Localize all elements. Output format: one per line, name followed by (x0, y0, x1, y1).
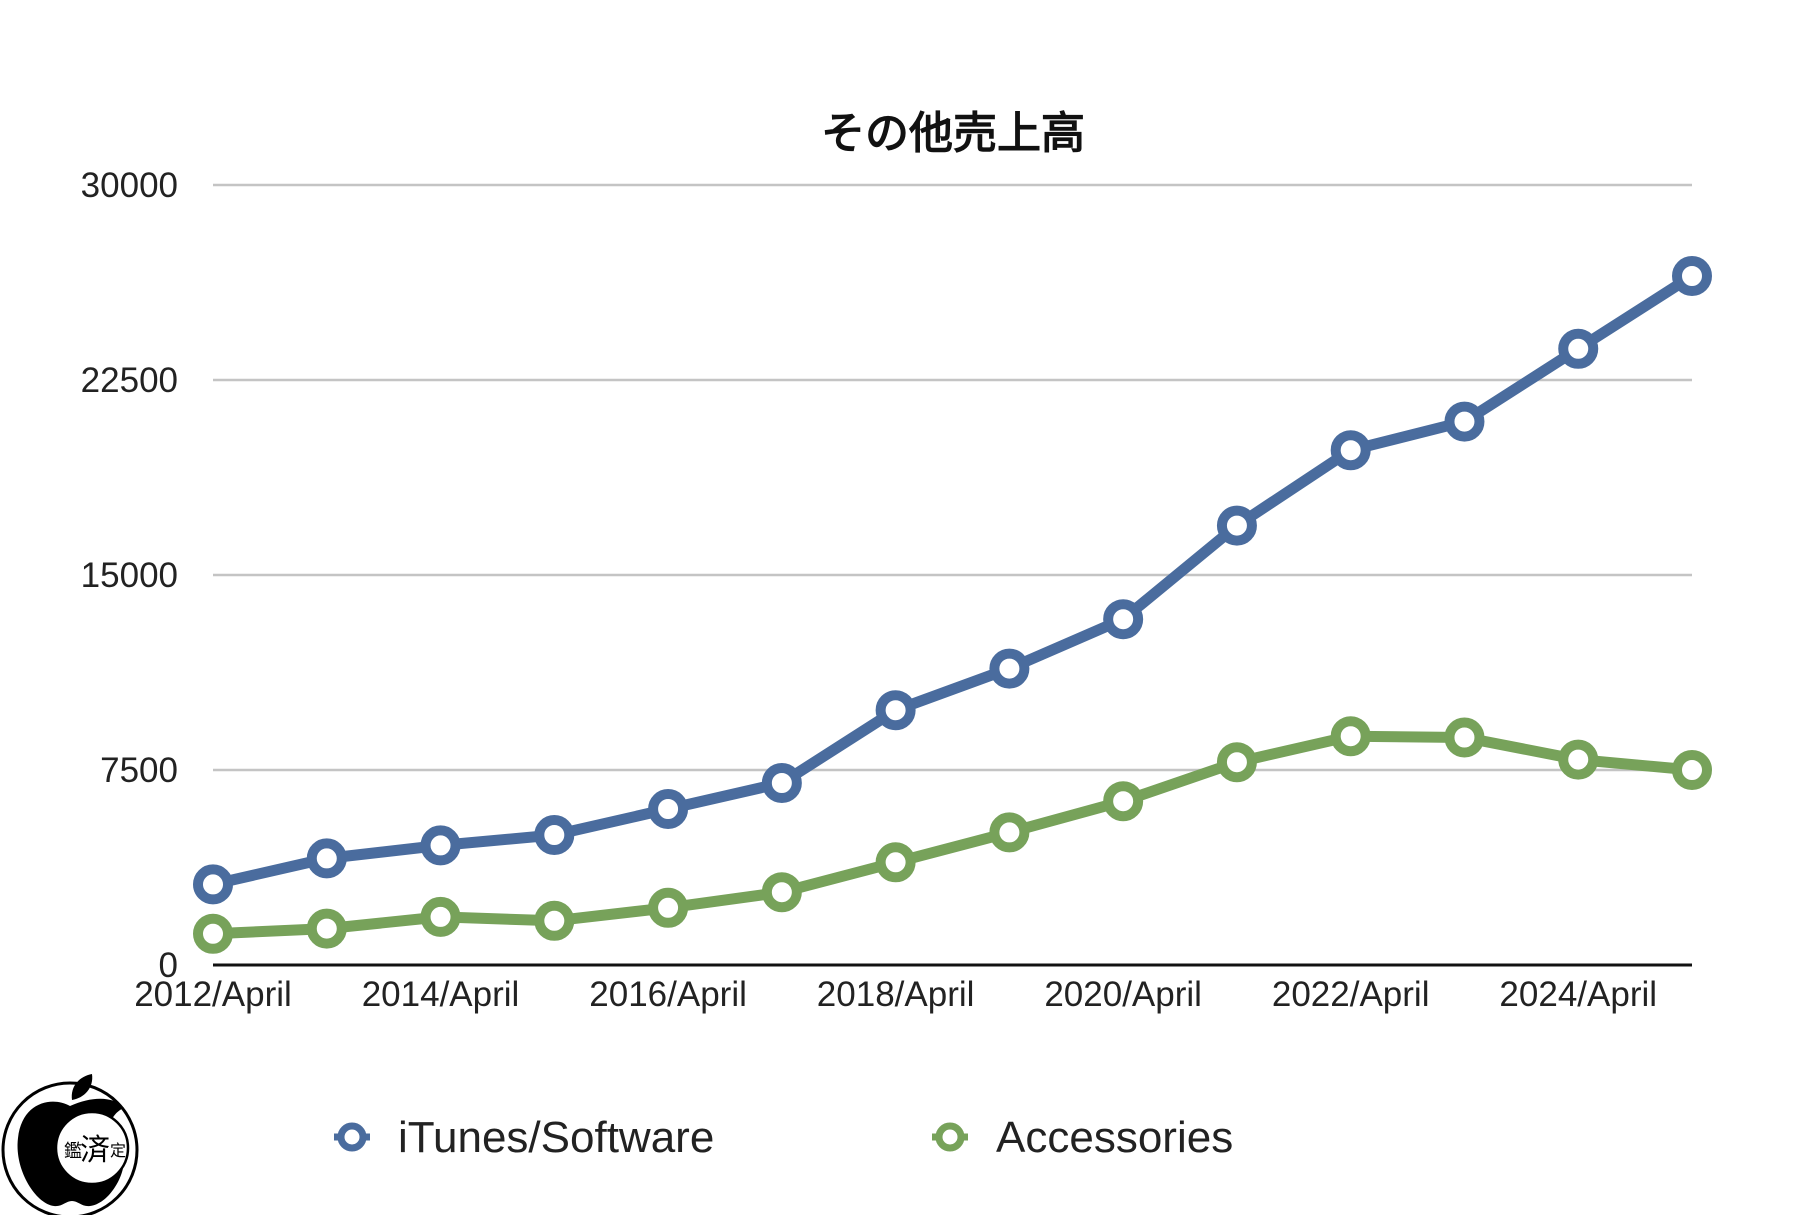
data-point (1216, 742, 1257, 783)
data-point (193, 913, 233, 954)
data-point (1444, 401, 1485, 442)
data-point (989, 648, 1030, 689)
y-axis-ticks: 0 7500 15000 22500 30000 (81, 166, 178, 985)
data-point (193, 864, 233, 905)
legend-label-itunes-software: iTunes/Software (398, 1113, 714, 1162)
x-tick-label: 2012/April (134, 975, 292, 1014)
data-point (534, 815, 575, 855)
x-tick-label: 2020/April (1044, 975, 1202, 1014)
x-tick-label: 2024/April (1499, 975, 1657, 1014)
stamp-char-3: 定 (110, 1141, 126, 1160)
data-point (1216, 505, 1257, 546)
data-point (761, 763, 802, 803)
legend-marker-accessories (935, 1122, 965, 1152)
data-point (1672, 750, 1712, 790)
stamp-char-1: 鑑 (64, 1141, 82, 1162)
data-point (875, 690, 916, 731)
x-tick-label: 2022/April (1272, 975, 1430, 1014)
legend-marker-itunes-software (337, 1122, 367, 1152)
x-tick-label: 2016/April (589, 975, 747, 1014)
data-point (1330, 716, 1371, 757)
series-accessories (193, 716, 1712, 954)
data-point (1103, 781, 1144, 822)
y-tick-label: 15000 (81, 556, 178, 595)
data-point (306, 908, 347, 949)
x-tick-label: 2014/April (362, 975, 520, 1014)
data-point (989, 812, 1030, 853)
data-point (648, 789, 689, 829)
y-tick-label: 22500 (81, 361, 178, 400)
data-point (420, 896, 461, 937)
legend-label-accessories: Accessories (996, 1113, 1233, 1162)
y-tick-label: 0 (159, 946, 178, 985)
data-point (306, 838, 347, 879)
gridlines (213, 183, 1692, 772)
apple-logo-icon: 鑑 済 定 (1, 1074, 139, 1215)
series-group (193, 256, 1712, 954)
data-point (1103, 599, 1144, 640)
y-tick-label: 30000 (81, 166, 178, 205)
y-tick-label: 7500 (100, 751, 178, 790)
legend-item-itunes-software: iTunes/Software (334, 1113, 714, 1162)
legend: iTunes/Software Accessories (334, 1113, 1233, 1162)
data-point (534, 900, 575, 941)
chart-title: その他売上高 (821, 108, 1085, 159)
legend-item-accessories: Accessories (932, 1113, 1233, 1162)
series-line (207, 270, 1698, 890)
data-point (1330, 430, 1371, 471)
data-point (420, 825, 461, 866)
x-axis-ticks: 2012/April 2014/April 2016/April 2018/April… (134, 975, 1657, 1014)
series-itunes-software (193, 256, 1712, 905)
data-point (1444, 717, 1485, 758)
data-point (1558, 328, 1599, 369)
data-point (875, 842, 916, 883)
data-point (648, 887, 689, 928)
data-point (1558, 739, 1599, 780)
data-point (761, 872, 802, 913)
data-point (1672, 256, 1712, 296)
stamp-char-2: 済 (80, 1133, 110, 1168)
x-tick-label: 2018/April (817, 975, 975, 1014)
